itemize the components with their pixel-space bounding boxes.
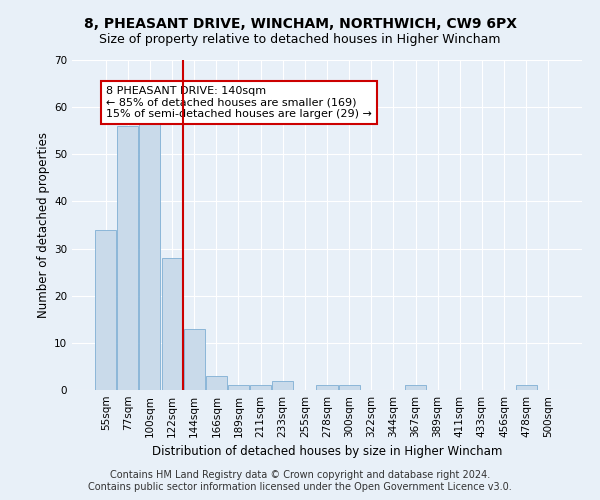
Y-axis label: Number of detached properties: Number of detached properties bbox=[37, 132, 50, 318]
Bar bbox=[206, 376, 227, 390]
Bar bbox=[316, 386, 338, 390]
Bar bbox=[515, 386, 536, 390]
Bar bbox=[228, 386, 249, 390]
Bar bbox=[161, 258, 182, 390]
Bar bbox=[139, 116, 160, 390]
Text: 8, PHEASANT DRIVE, WINCHAM, NORTHWICH, CW9 6PX: 8, PHEASANT DRIVE, WINCHAM, NORTHWICH, C… bbox=[83, 18, 517, 32]
Text: Contains HM Land Registry data © Crown copyright and database right 2024.: Contains HM Land Registry data © Crown c… bbox=[110, 470, 490, 480]
X-axis label: Distribution of detached houses by size in Higher Wincham: Distribution of detached houses by size … bbox=[152, 446, 502, 458]
Text: Contains public sector information licensed under the Open Government Licence v3: Contains public sector information licen… bbox=[88, 482, 512, 492]
Bar bbox=[118, 126, 139, 390]
Bar bbox=[250, 386, 271, 390]
Bar bbox=[338, 386, 359, 390]
Bar bbox=[405, 386, 426, 390]
Bar bbox=[95, 230, 116, 390]
Text: 8 PHEASANT DRIVE: 140sqm
← 85% of detached houses are smaller (169)
15% of semi-: 8 PHEASANT DRIVE: 140sqm ← 85% of detach… bbox=[106, 86, 371, 119]
Bar bbox=[184, 328, 205, 390]
Bar bbox=[272, 380, 293, 390]
Text: Size of property relative to detached houses in Higher Wincham: Size of property relative to detached ho… bbox=[99, 32, 501, 46]
